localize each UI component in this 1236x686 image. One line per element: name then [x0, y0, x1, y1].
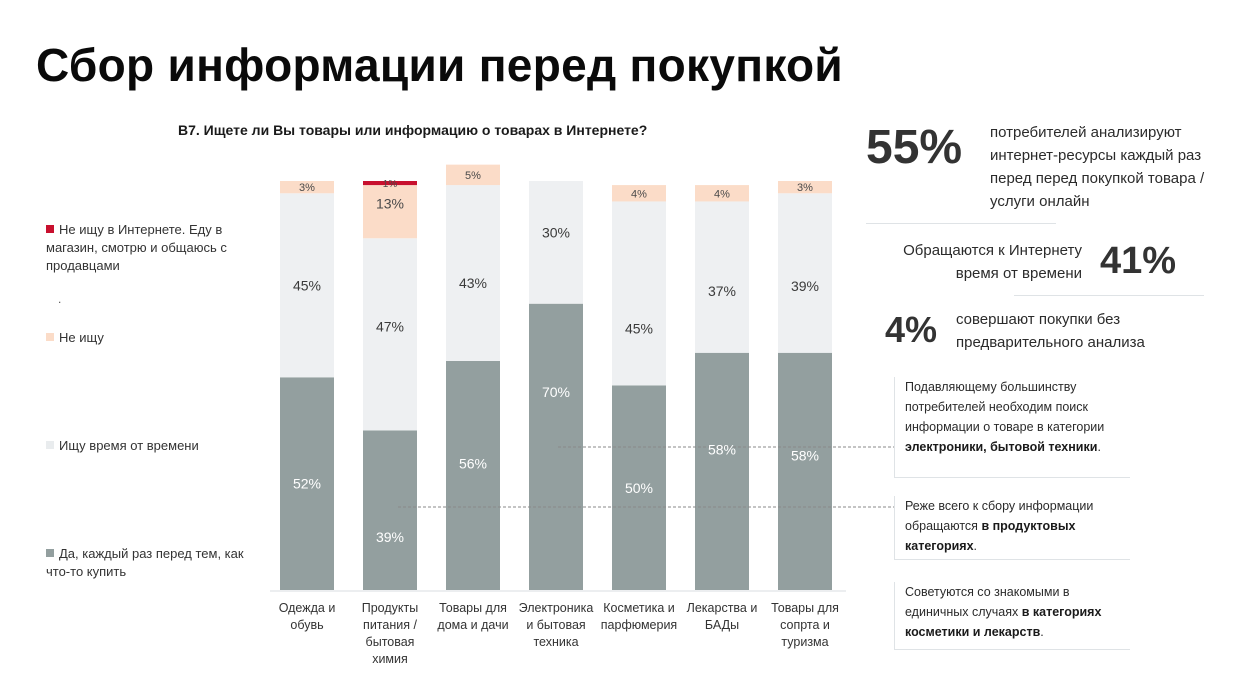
divider: [866, 223, 1056, 224]
legend-item-every-time: Да, каждый раз перед тем, как что-то куп…: [46, 545, 261, 581]
legend-label: Не ищу в Интернете. Еду в магазин, смотр…: [46, 222, 227, 273]
legend-swatch-red: [46, 225, 54, 233]
callout-bold: электроники, бытовой техники: [905, 440, 1098, 454]
data-label: 45%: [293, 277, 321, 293]
data-label: 58%: [708, 441, 736, 457]
stat-55-text: потребителей анализируют интернет-ресурс…: [990, 124, 1205, 210]
bar-segment: [695, 201, 749, 353]
stat-41-text-line2: время от времени: [955, 265, 1082, 282]
data-label: 13%: [376, 196, 404, 212]
bar-segment: [778, 352, 832, 590]
legend-label: Ищу время от времени: [59, 438, 199, 453]
stat-41-text: Обращаются к Интернету время от времени: [862, 239, 1082, 285]
x-tick-label: Товары для сопрта и туризма: [771, 601, 839, 649]
bar-segment: [612, 185, 666, 202]
bar-segment: [695, 185, 749, 202]
bar-segment: [363, 238, 417, 431]
x-tick-label: Электроника и бытовая техника: [518, 601, 594, 649]
legend-swatch-gray: [46, 549, 54, 557]
data-label: 50%: [625, 480, 653, 496]
data-label: 39%: [791, 278, 819, 294]
data-label: 3%: [797, 182, 813, 194]
callout-text: Подавляющему большинству потребителей не…: [905, 380, 1105, 434]
bar-segment: [446, 185, 500, 361]
data-label: 4%: [714, 188, 730, 200]
stat-55-value: 55%: [866, 121, 963, 174]
bar-segment: [446, 164, 500, 186]
bar-segment: [363, 430, 417, 590]
x-tick-label: Косметика и парфюмерия: [600, 601, 678, 632]
legend-dot: .: [58, 292, 62, 306]
data-label: 52%: [293, 476, 321, 492]
data-label: 58%: [791, 447, 819, 463]
data-label: 70%: [542, 384, 570, 400]
callout-electronics: Подавляющему большинству потребителей не…: [894, 377, 1130, 478]
bar-segment: [363, 185, 417, 239]
legend-swatch-peach: [46, 333, 54, 341]
legend-label: Да, каждый раз перед тем, как что-то куп…: [46, 546, 244, 579]
callout-end: .: [973, 539, 978, 553]
chart-title: B7. Ищете ли Вы товары или информацию о …: [178, 122, 648, 138]
data-label: 56%: [459, 455, 487, 471]
data-label: 5%: [465, 170, 481, 182]
bar-segment: [280, 181, 334, 194]
callout-food: Реже всего к сбору информации обращаются…: [894, 496, 1130, 560]
x-tick-label: Лекарства и БАДы: [686, 601, 758, 632]
callout-bold: в категориях косметики и лекарств: [905, 605, 1102, 639]
x-tick-label: Товары для дома и дачи: [437, 601, 509, 632]
legend-item-sometimes: Ищу время от времени: [46, 437, 261, 455]
stat-4-text-line2: предварительного анализа: [956, 334, 1145, 351]
data-label: 47%: [376, 318, 404, 334]
bar-segment: [280, 377, 334, 590]
divider: [1014, 295, 1204, 296]
data-label: 3%: [299, 182, 315, 194]
bar-segment: [280, 193, 334, 378]
data-label: 39%: [376, 529, 404, 545]
data-label: 1%: [383, 179, 398, 190]
legend-item-not-searching: Не ищу: [46, 329, 261, 347]
legend-item-no-internet: Не ищу в Интернете. Еду в магазин, смотр…: [46, 221, 261, 275]
callout-end: .: [1040, 625, 1044, 639]
bar-segment: [695, 352, 749, 590]
data-label: 30%: [542, 224, 570, 240]
bar-segment: [612, 385, 666, 590]
data-label: 4%: [631, 188, 647, 200]
bar-segment: [529, 181, 583, 304]
data-label: 37%: [708, 283, 736, 299]
callout-cosmetics: Советуются со знакомыми в единичных случ…: [894, 582, 1130, 650]
stat-41-text-line1: Обращаются к Интернету: [903, 242, 1082, 259]
data-label: 45%: [625, 320, 653, 336]
stat-4-text-line1: совершают покупки без: [956, 311, 1121, 328]
callout-text: Советуются со знакомыми в единичных случ…: [905, 585, 1070, 619]
legend-label: Не ищу: [59, 330, 104, 345]
bar-segment: [612, 201, 666, 386]
bar-segment: [778, 181, 832, 194]
callout-text: Реже всего к сбору информации обращаются: [905, 499, 1094, 533]
stat-4-text: совершают покупки без предварительного ан…: [956, 308, 1196, 354]
callout-end: .: [1097, 440, 1101, 454]
bar-segment: [778, 193, 832, 353]
stat-4-value: 4%: [885, 309, 938, 350]
data-label: 43%: [459, 275, 487, 291]
page-title: Сбор информации перед покупкой: [36, 39, 844, 91]
stat-41-value: 41%: [1100, 240, 1177, 282]
x-tick-label: Одежда и обувь: [278, 601, 336, 632]
callout-bold: в продуктовых категориях: [905, 519, 1076, 553]
bar-segment: [446, 360, 500, 590]
x-tick-label: Продукты питания / бытовая химия: [361, 601, 419, 666]
bar-segment: [363, 181, 417, 186]
legend-swatch-light: [46, 441, 54, 449]
